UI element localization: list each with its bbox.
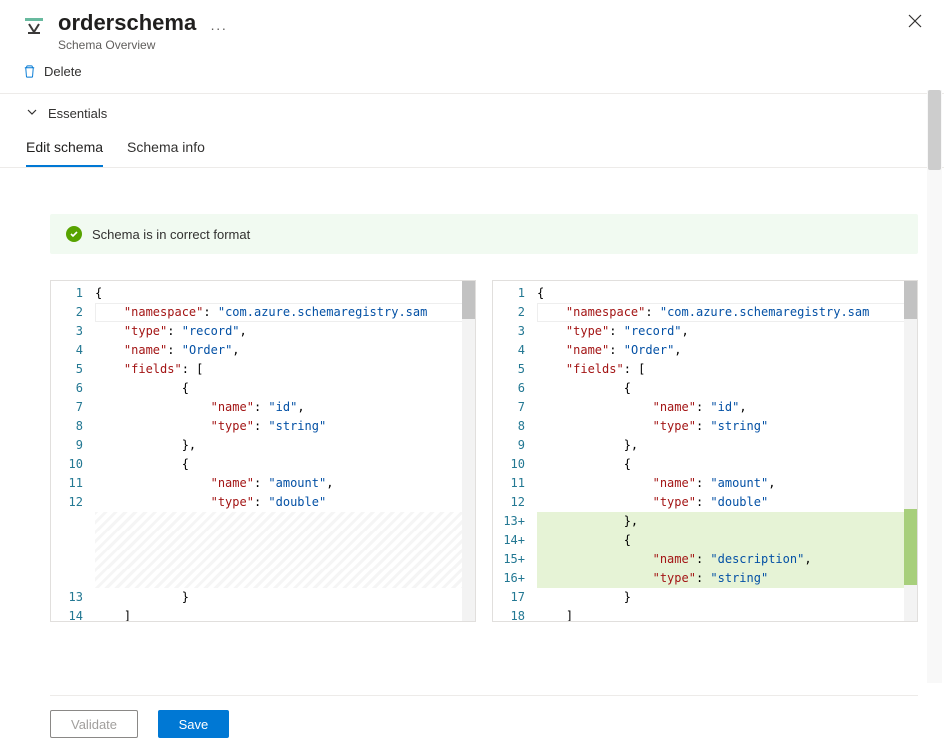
essentials-label: Essentials xyxy=(48,106,107,121)
editor-left-scrollbar[interactable] xyxy=(462,281,475,621)
page-header: orderschema Schema Overview ··· xyxy=(0,0,944,58)
tab-bar: Edit schema Schema info xyxy=(0,131,944,168)
delete-label: Delete xyxy=(44,64,82,79)
more-button[interactable]: ··· xyxy=(210,20,227,36)
tab-edit-schema[interactable]: Edit schema xyxy=(26,131,103,167)
editor-left-code[interactable]: { "namespace": "com.azure.schemaregistry… xyxy=(91,281,475,621)
footer: Validate Save xyxy=(0,683,944,752)
command-bar: Delete xyxy=(0,58,944,93)
editor-right-code[interactable]: { "namespace": "com.azure.schemaregistry… xyxy=(533,281,917,621)
editor-right-pane[interactable]: 12345678910111213+14+15+16+1718 { "names… xyxy=(492,280,918,622)
overview-ruler xyxy=(904,281,917,621)
diff-editor: 1234567891011121314 { "namespace": "com.… xyxy=(50,280,918,622)
page-subtitle: Schema Overview xyxy=(58,38,196,52)
essentials-toggle[interactable]: Essentials xyxy=(0,94,944,131)
chevron-down-icon xyxy=(26,106,38,121)
tab-schema-info[interactable]: Schema info xyxy=(127,131,205,167)
success-icon xyxy=(66,226,82,242)
editor-left-pane[interactable]: 1234567891011121314 { "namespace": "com.… xyxy=(50,280,476,622)
save-button[interactable]: Save xyxy=(158,710,230,738)
status-bar: Schema is in correct format xyxy=(50,214,918,254)
delete-icon xyxy=(22,64,37,79)
close-icon xyxy=(908,14,922,28)
content-area: Schema is in correct format 123456789101… xyxy=(0,168,944,622)
editor-right-gutter: 12345678910111213+14+15+16+1718 xyxy=(493,281,533,621)
schema-icon xyxy=(20,12,48,40)
editor-right-scrollbar[interactable] xyxy=(904,281,917,621)
main-scrollbar[interactable] xyxy=(927,90,942,694)
editor-left-gutter: 1234567891011121314 xyxy=(51,281,91,621)
delete-button[interactable]: Delete xyxy=(20,60,84,83)
status-message: Schema is in correct format xyxy=(92,227,250,242)
close-button[interactable] xyxy=(908,14,922,33)
footer-separator xyxy=(50,695,918,696)
page-title: orderschema xyxy=(58,10,196,36)
validate-button[interactable]: Validate xyxy=(50,710,138,738)
header-text: orderschema Schema Overview xyxy=(58,10,196,52)
